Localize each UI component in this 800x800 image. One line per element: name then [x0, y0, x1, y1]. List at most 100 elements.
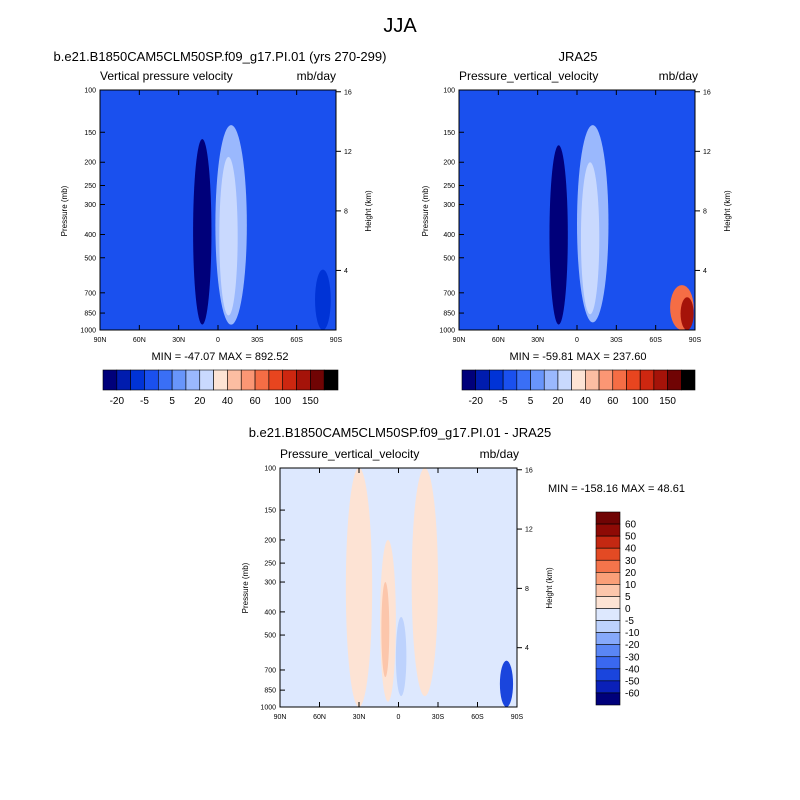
- panel-obs-ytick-label: 500: [443, 255, 455, 262]
- panel-model-colorbar-label: 40: [222, 396, 234, 407]
- panel-model-ytick-label: 300: [84, 202, 96, 209]
- panel-obs-xtick-label: 60S: [649, 337, 662, 344]
- panel-obs-ytick-label: 700: [443, 290, 455, 297]
- panel-diff-colorbar-label: -10: [625, 628, 640, 639]
- panel-model-right-title: mb/day: [297, 69, 336, 83]
- panel-obs-colorbar-label: -5: [499, 396, 508, 407]
- panel-model-ytick-label: 400: [84, 232, 96, 239]
- panel-model-colorbar-box: [310, 369, 325, 391]
- panel-diff-feature-5: [499, 660, 514, 707]
- panel-model-ytick-label: 700: [84, 290, 96, 297]
- panel-diff-ytick-label: 300: [264, 580, 276, 587]
- panel-diff-xtick-label: 90N: [274, 714, 287, 721]
- main-title: JJA: [383, 15, 417, 37]
- panel-diff-ytick-label: 850: [264, 688, 276, 695]
- panel-model-case-title: b.e21.B1850CAM5CLM50SP.f09_g17.PI.01 (yr…: [54, 49, 387, 64]
- panel-model-xtick-label: 60S: [290, 337, 303, 344]
- panel-diff: b.e21.B1850CAM5CLM50SP.f09_g17.PI.01 - J…: [241, 425, 685, 721]
- panel-diff-colorbar-box: [595, 692, 621, 706]
- panel-obs-xtick-label: 90S: [689, 337, 702, 344]
- panel-diff-colorbar-label: -5: [625, 616, 634, 627]
- panel-diff-colorbar-label: -40: [625, 664, 640, 675]
- panel-obs-ytick-label: 100: [443, 88, 455, 95]
- panel-model-colorbar-box: [282, 369, 297, 391]
- panel-diff-xtick-label: 90S: [511, 714, 524, 721]
- panel-obs-feature-3: [580, 162, 600, 315]
- panel-obs-y2tick-label: 8: [703, 208, 707, 215]
- panel-model-colorbar-label: -20: [110, 396, 125, 407]
- panel-obs-colorbar-label: 60: [607, 396, 619, 407]
- panel-diff-y2label: Height (km): [545, 567, 554, 609]
- panel-model-xtick-label: 60N: [133, 337, 146, 344]
- panel-diff-feature-2: [381, 582, 390, 678]
- panel-diff-y2tick-label: 16: [525, 467, 533, 474]
- panel-model-xtick-label: 0: [216, 337, 220, 344]
- panel-model-y2tick-label: 16: [344, 89, 352, 96]
- panel-diff-colorbar-label: 50: [625, 532, 637, 543]
- panel-diff-colorbar-label: 5: [625, 592, 631, 603]
- panel-obs-feature-5: [680, 297, 694, 331]
- panel-obs-stats: MIN = -59.81 MAX = 237.60: [510, 351, 647, 363]
- panel-diff-xtick-label: 30N: [353, 714, 366, 721]
- panel-model-y2label: Height (km): [364, 190, 373, 232]
- panel-model-y2tick-label: 4: [344, 268, 348, 275]
- panel-diff-feature-0: [345, 468, 373, 707]
- panel-diff-colorbar-label: 60: [625, 520, 637, 531]
- panel-obs-xtick-label: 60N: [492, 337, 505, 344]
- panel-obs-colorbar-box: [530, 369, 545, 391]
- panel-diff-plot: 90N 60N 30N 0 30S 60S 90S 100 150 200 250 300 400 500…: [260, 466, 532, 722]
- panel-model-plot: 90N 60N 30N 0 30S 60S 90S 100 150 200 250 300 400 500…: [80, 88, 351, 345]
- panel-diff-colorbar-box: [595, 535, 621, 549]
- panel-obs: JRA25 Pressure_vertical_velocity mb/day …: [421, 49, 732, 407]
- panel-obs-colorbar-label: 20: [552, 396, 564, 407]
- panel-diff-colorbar-label: -60: [625, 688, 640, 699]
- panel-diff-ytick-label: 400: [264, 609, 276, 616]
- panel-diff-colorbar-label: 0: [625, 604, 631, 615]
- panel-obs-colorbar-label: -20: [468, 396, 483, 407]
- panel-diff-feature-4: [395, 616, 407, 697]
- panel-obs-ytick-label: 850: [443, 311, 455, 318]
- panel-diff-colorbar-box: [595, 656, 621, 670]
- panel-diff-colorbar-label: -20: [625, 640, 640, 651]
- panel-diff-ytick-label: 250: [264, 561, 276, 568]
- panel-diff-colorbar-label: -30: [625, 652, 640, 663]
- panel-model-ytick-label: 250: [84, 183, 96, 190]
- panel-obs-colorbar-box: [585, 369, 600, 391]
- panel-model-xtick-label: 30N: [172, 337, 185, 344]
- panel-obs-plot: 90N 60N 30N 0 30S 60S 90S 100 150 200 250 300 400 500…: [439, 88, 710, 345]
- panel-diff-colorbar-box: [595, 523, 621, 537]
- panel-diff-colorbar-box: [595, 547, 621, 561]
- panel-model-colorbar-box: [296, 369, 311, 391]
- panel-diff-ytick-label: 500: [264, 633, 276, 640]
- panel-model-colorbar-label: -5: [140, 396, 149, 407]
- panel-model-colorbar-box: [185, 369, 201, 391]
- panel-obs-ytick-label: 200: [443, 160, 455, 167]
- panel-obs-xtick-label: 0: [575, 337, 579, 344]
- panel-diff-colorbar-label: 30: [625, 556, 637, 567]
- panel-obs-right-title: mb/day: [659, 69, 698, 83]
- panel-model-colorbar-box: [240, 369, 256, 391]
- panel-diff-colorbar-label: 40: [625, 544, 637, 555]
- panel-obs-colorbar-box: [475, 369, 490, 391]
- panel-obs-colorbar-box: [612, 369, 627, 391]
- panel-diff-right-title: mb/day: [480, 447, 519, 461]
- panel-diff-ytick-label: 100: [264, 466, 276, 473]
- panel-model-colorbar-box: [144, 369, 159, 391]
- panel-obs-colorbar-box: [489, 369, 504, 391]
- panel-model-ytick-label: 1000: [80, 328, 96, 335]
- panel-obs-colorbar-box: [598, 369, 614, 391]
- panel-obs-colorbar-box: [667, 369, 682, 391]
- panel-model-feature-3: [219, 156, 238, 316]
- panel-model-colorbar-box: [227, 369, 242, 391]
- panel-model-ytick-label: 150: [84, 130, 96, 137]
- panel-obs-y2tick-label: 4: [703, 268, 707, 275]
- panel-obs-colorbar-box: [571, 369, 586, 391]
- panel-obs-colorbar-label: 40: [580, 396, 592, 407]
- panel-model-xtick-label: 90S: [330, 337, 343, 344]
- panel-model: b.e21.B1850CAM5CLM50SP.f09_g17.PI.01 (yr…: [54, 49, 387, 407]
- panel-diff-colorbar-label: -50: [625, 676, 640, 687]
- panel-obs-y2label: Height (km): [723, 190, 732, 232]
- panel-model-colorbar-label: 60: [249, 396, 261, 407]
